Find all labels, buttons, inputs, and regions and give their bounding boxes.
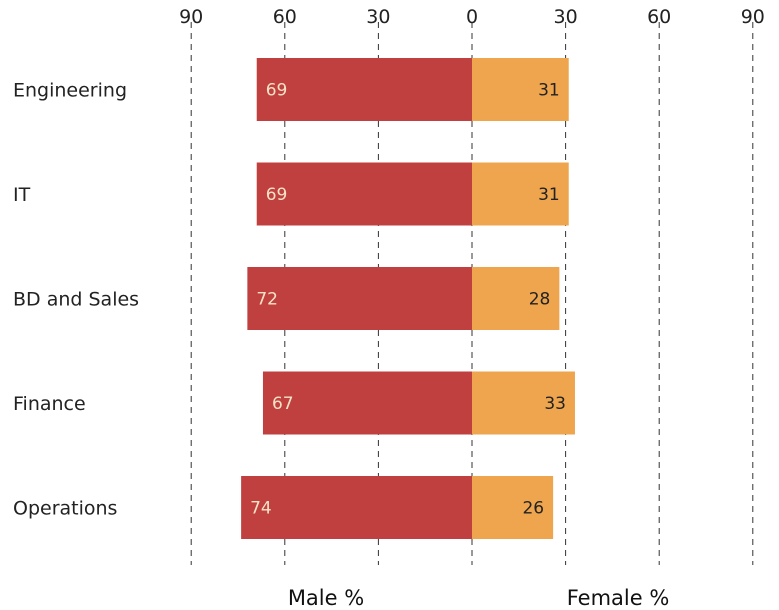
category-label: Engineering (13, 80, 127, 102)
x-tick-label: 90 (741, 6, 765, 28)
x-tick-label: 90 (179, 6, 203, 28)
bar-male (241, 476, 472, 539)
category-label: Finance (13, 393, 86, 415)
male-axis-title: Male % (288, 586, 364, 610)
category-labels: Engineering IT BD and Sales Finance Operatio… (13, 80, 139, 520)
data-label-male: 69 (266, 81, 288, 101)
data-labels: 69 31 69 31 72 28 67 33 74 26 (250, 81, 566, 519)
data-label-female: 31 (538, 81, 560, 101)
x-tick-label: 30 (554, 6, 578, 28)
bar-female (472, 371, 575, 435)
category-label: Operations (13, 498, 117, 520)
bar-female (472, 162, 569, 226)
x-tick-labels: 90 60 30 0 30 60 90 (179, 6, 765, 28)
data-label-male: 69 (266, 185, 288, 205)
bars (241, 58, 575, 539)
x-tick-label: 0 (466, 6, 478, 28)
data-label-female: 28 (529, 290, 551, 310)
data-label-female: 26 (522, 499, 544, 519)
x-tick-label: 60 (273, 6, 297, 28)
x-tick-label: 30 (366, 6, 390, 28)
category-label: IT (13, 184, 31, 206)
bar-male (262, 371, 472, 435)
x-tick-label: 60 (647, 6, 671, 28)
data-label-female: 33 (544, 394, 566, 414)
bar-male (256, 58, 472, 121)
bar-female (472, 476, 554, 539)
data-label-female: 31 (538, 185, 560, 205)
data-label-male: 67 (272, 394, 294, 414)
category-label: BD and Sales (13, 289, 139, 311)
bar-male (256, 162, 472, 226)
bar-female (472, 267, 560, 330)
data-label-male: 72 (256, 290, 278, 310)
bar-male (247, 267, 472, 330)
bar-female (472, 58, 569, 121)
female-axis-title: Female % (567, 586, 670, 610)
data-label-male: 74 (250, 499, 272, 519)
